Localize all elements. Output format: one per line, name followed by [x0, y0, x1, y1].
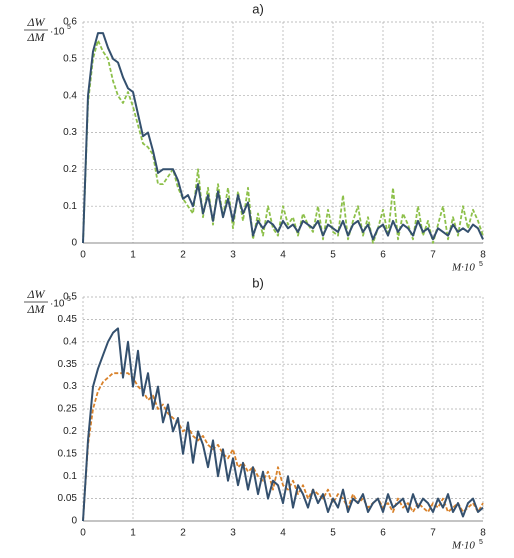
x-label: M·10: [451, 262, 475, 274]
line-series: [82, 32, 484, 244]
line-series: [82, 327, 484, 522]
x-tick-label: 4: [280, 250, 286, 261]
x-tick-label: 3: [230, 250, 236, 261]
chart-title: b): [252, 275, 264, 290]
x-tick-label: 6: [380, 528, 386, 539]
x-tick-label: 5: [330, 528, 336, 539]
x-tick-label: 3: [230, 528, 236, 539]
x-tick-label: 4: [280, 528, 286, 539]
y-tick-label: 0.05: [58, 493, 78, 504]
x-tick-label: 7: [430, 528, 436, 539]
y-tick-label: 0.3: [63, 381, 77, 392]
y-label-denominator: ΔM: [26, 302, 45, 316]
y-label-denominator: ΔM: [26, 30, 45, 44]
y-tick-label: 0: [71, 238, 77, 249]
x-tick-label: 8: [480, 250, 486, 261]
y-label-factor: ·10: [50, 27, 65, 38]
line-series: [82, 372, 484, 522]
y-tick-label: 0.1: [63, 471, 77, 482]
y-label-numerator: ΔW: [26, 287, 45, 301]
x-tick-label: 0: [80, 528, 86, 539]
y-tick-label: 0.3: [63, 127, 77, 138]
x-label-exponent: 5: [479, 539, 483, 546]
y-tick-label: 0: [71, 516, 77, 527]
x-tick-label: 0: [80, 250, 86, 261]
x-tick-label: 6: [380, 250, 386, 261]
x-tick-label: 2: [180, 528, 186, 539]
y-tick-label: 0.4: [63, 90, 77, 101]
line-series: [82, 39, 484, 244]
y-tick-label: 0.4: [63, 336, 77, 347]
y-label-numerator: ΔW: [26, 15, 45, 29]
y-tick-label: 0.25: [58, 404, 78, 415]
y-tick-label: 0.6: [63, 17, 77, 28]
x-tick-label: 8: [480, 528, 486, 539]
y-label-exponent: 5: [67, 24, 71, 31]
chart-title: a): [252, 1, 264, 16]
y-tick-label: 0.5: [63, 292, 77, 303]
y-tick-label: 0.45: [58, 314, 78, 325]
y-tick-label: 0.2: [63, 164, 77, 175]
x-tick-label: 1: [130, 250, 136, 261]
y-tick-label: 0.35: [58, 359, 78, 370]
y-tick-label: 0.5: [63, 53, 77, 64]
y-tick-label: 0.2: [63, 426, 77, 437]
x-tick-label: 5: [330, 250, 336, 261]
x-label-exponent: 5: [479, 261, 483, 268]
y-tick-label: 0.15: [58, 448, 78, 459]
x-tick-label: 7: [430, 250, 436, 261]
y-label-factor: ·10: [50, 299, 65, 310]
y-tick-label: 0.1: [63, 201, 77, 212]
x-tick-label: 2: [180, 250, 186, 261]
x-tick-label: 1: [130, 528, 136, 539]
y-label-exponent: 5: [67, 296, 71, 303]
x-label: M·10: [451, 540, 475, 552]
